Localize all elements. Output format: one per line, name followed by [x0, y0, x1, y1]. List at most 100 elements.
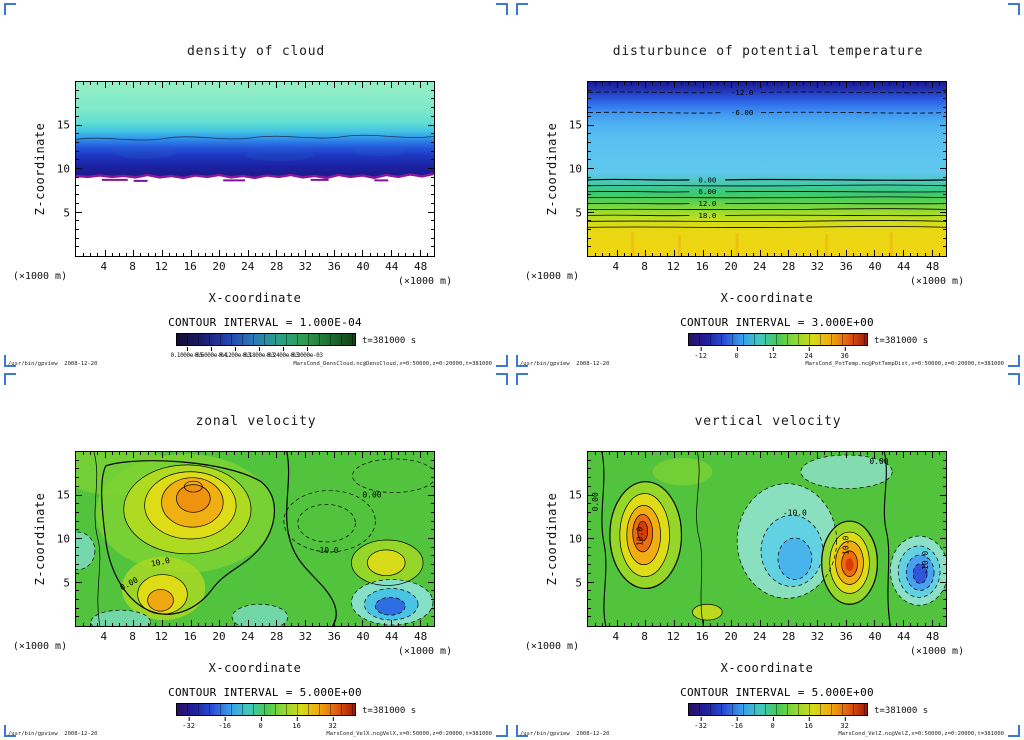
tick-mark	[161, 452, 163, 458]
tick-mark	[431, 468, 434, 470]
tick-mark	[702, 82, 704, 88]
cloud-layer	[76, 82, 434, 182]
tick-mark	[752, 253, 754, 256]
tick-mark	[312, 253, 314, 256]
tick-mark	[943, 511, 946, 513]
tick-mark	[673, 452, 675, 458]
tick-mark	[609, 623, 611, 626]
temperature-contours	[588, 91, 946, 228]
tick-mark	[659, 623, 661, 626]
x-axis-title: X-coordinate	[208, 661, 302, 675]
plot-title: vertical velocity	[694, 414, 842, 429]
colorbar	[688, 703, 868, 716]
tick-mark	[638, 82, 640, 85]
frame-corner-mark	[496, 3, 508, 15]
tick-mark	[431, 176, 434, 178]
tick-mark	[340, 623, 342, 626]
tick-mark	[781, 623, 783, 626]
velocity-contours-solid	[93, 452, 424, 626]
tick-mark	[588, 246, 591, 248]
colorbar-tick-label: 16	[292, 717, 301, 730]
tick-mark	[391, 620, 393, 626]
tick-mark	[426, 623, 428, 626]
tick-mark	[943, 176, 946, 178]
tick-mark	[305, 620, 307, 626]
tick-mark	[838, 623, 840, 626]
x-tick-label: 44	[897, 630, 911, 643]
x-tick-label: 8	[129, 630, 136, 643]
tick-mark	[716, 452, 718, 455]
tick-mark	[76, 616, 79, 618]
tick-mark	[97, 452, 99, 455]
tick-mark	[428, 494, 434, 496]
tick-mark	[838, 452, 840, 455]
tick-mark	[204, 82, 206, 85]
tick-mark	[809, 82, 811, 85]
tick-mark	[333, 620, 335, 626]
tick-mark	[176, 623, 178, 626]
tick-mark	[319, 623, 321, 626]
x-tick-label: 36	[327, 630, 341, 643]
tick-mark	[666, 253, 668, 256]
tick-mark	[595, 452, 597, 455]
tick-mark	[326, 452, 328, 455]
tick-mark	[90, 253, 92, 256]
tick-mark	[126, 623, 128, 626]
y-tick-label: 10	[568, 532, 582, 546]
tick-mark	[724, 623, 726, 626]
colorbar-tick-label: 32	[328, 717, 337, 730]
tick-mark	[431, 485, 434, 487]
tick-mark	[645, 82, 647, 88]
tick-mark	[83, 82, 85, 85]
tick-mark	[305, 250, 307, 256]
tick-mark	[917, 82, 919, 85]
tick-mark	[290, 253, 292, 256]
tick-mark	[903, 82, 905, 88]
tick-mark	[588, 194, 591, 196]
x-tick-label: 40	[868, 260, 882, 273]
tick-mark	[76, 520, 79, 522]
tick-mark	[943, 564, 946, 566]
tick-mark	[588, 477, 591, 479]
tick-mark	[262, 253, 264, 256]
tick-mark	[362, 250, 364, 256]
tick-mark	[90, 623, 92, 626]
tick-mark	[903, 620, 905, 626]
contour-label: 0.00	[698, 175, 716, 184]
tick-mark	[431, 477, 434, 479]
tick-mark	[781, 82, 783, 85]
tick-mark	[802, 82, 804, 85]
tick-mark	[383, 623, 385, 626]
tick-mark	[212, 82, 214, 85]
tick-mark	[595, 623, 597, 626]
tick-mark	[247, 620, 249, 626]
tick-mark	[588, 237, 591, 239]
tick-mark	[76, 124, 82, 126]
x-tick-label: 44	[385, 260, 399, 273]
x-tick-label: 16	[183, 630, 197, 643]
tick-mark	[588, 220, 591, 222]
tick-mark	[767, 623, 768, 626]
tick-mark	[774, 82, 776, 85]
tick-mark	[852, 623, 854, 626]
tick-mark	[903, 250, 905, 256]
tick-mark	[724, 253, 726, 256]
tick-mark	[588, 168, 594, 169]
tick-mark	[212, 452, 214, 455]
footer: /usr/bin/gpview 2008-12-20 MarsCond_VelX…	[8, 731, 492, 737]
tick-mark	[817, 620, 819, 626]
tick-mark	[226, 623, 228, 626]
tick-mark	[147, 253, 149, 256]
x-tick-labels: 4 8 12 16 20 24 28 32 36 40 44 48	[75, 260, 435, 273]
x-tick-labels: 4 8 12 16 20 24 28 32 36 40 44 48	[587, 260, 947, 273]
tick-mark	[588, 572, 591, 574]
tick-mark	[369, 253, 371, 256]
tick-mark	[183, 623, 185, 626]
tick-mark	[831, 623, 833, 626]
x-tick-label: 20	[724, 260, 738, 273]
frame-corner-mark	[516, 355, 528, 367]
y-tick-label: 15	[568, 118, 582, 132]
tick-mark	[431, 228, 434, 230]
tick-mark	[126, 452, 128, 455]
time-label: t=381000 s	[874, 336, 929, 346]
